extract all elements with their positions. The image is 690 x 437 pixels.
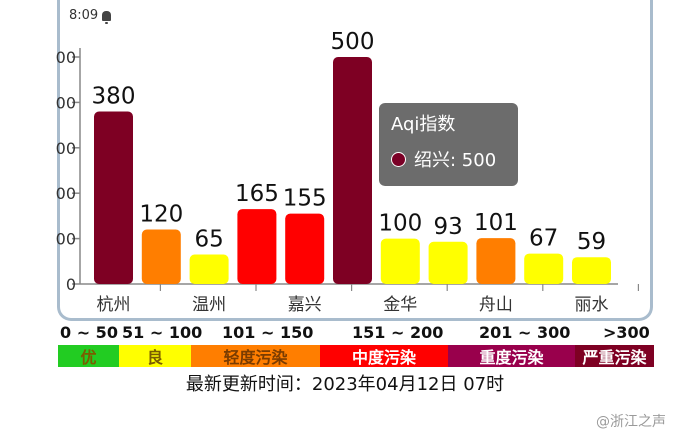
range-label: 201 ~ 300 xyxy=(479,323,571,342)
chart-tooltip: Aqi指数 绍兴: 500 xyxy=(379,103,518,186)
bar xyxy=(428,241,468,284)
y-tick-label: 00 xyxy=(56,48,76,67)
tooltip-value: 绍兴: 500 xyxy=(414,150,497,171)
bar xyxy=(237,209,277,284)
legend-level-severe: 严重污染 xyxy=(575,345,654,367)
bell-icon xyxy=(102,10,112,24)
data-label: 67 xyxy=(529,226,558,252)
range-label: 51 ~ 100 xyxy=(122,323,203,342)
y-tick-label: 0 xyxy=(66,275,76,294)
range-label: 151 ~ 200 xyxy=(352,323,444,342)
y-tick-label: 00 xyxy=(56,230,76,249)
y-tick-label: 00 xyxy=(56,93,76,112)
bar xyxy=(141,229,181,284)
data-label: 500 xyxy=(331,29,375,55)
aqi-level-legend: 优 良 轻度污染 中度污染 重度污染 严重污染 xyxy=(58,345,654,367)
x-tick-label: 嘉兴 xyxy=(288,295,322,315)
range-label: 0 ~ 50 xyxy=(60,323,118,342)
range-label: >300 xyxy=(603,323,650,342)
tooltip-series-dot xyxy=(391,151,406,167)
status-bar: 8:09 xyxy=(69,8,112,24)
data-label: 380 xyxy=(92,83,136,109)
data-label: 59 xyxy=(577,229,606,255)
data-label: 165 xyxy=(235,181,279,207)
bar xyxy=(380,238,420,284)
data-label: 155 xyxy=(283,186,327,212)
x-tick-label: 杭州 xyxy=(97,295,131,315)
bar xyxy=(285,213,325,284)
tooltip-title: Aqi指数 xyxy=(391,114,456,135)
range-label: 101 ~ 150 xyxy=(222,323,314,342)
status-time: 8:09 xyxy=(69,8,99,23)
data-label: 101 xyxy=(474,210,518,236)
x-tick-label: 温州 xyxy=(192,295,226,315)
bar xyxy=(524,253,564,284)
x-tick-label: 舟山 xyxy=(479,295,513,315)
bar xyxy=(476,238,516,284)
legend-level-moderate: 中度污染 xyxy=(320,345,448,367)
bar xyxy=(94,111,133,284)
watermark: @浙江之声 xyxy=(596,414,666,430)
bar xyxy=(189,254,229,284)
legend-level-good: 良 xyxy=(119,345,191,367)
legend-level-light: 轻度污染 xyxy=(191,345,320,367)
data-label: 65 xyxy=(194,226,223,252)
phone-frame xyxy=(57,0,653,321)
data-label: 100 xyxy=(378,211,422,237)
y-tick-label: 00 xyxy=(56,184,76,203)
legend-level-excellent: 优 xyxy=(58,345,119,367)
y-tick-label: 00 xyxy=(56,139,76,158)
x-tick-label: 金华 xyxy=(383,295,417,315)
data-label: 120 xyxy=(139,202,183,228)
bar xyxy=(572,257,611,284)
legend-level-heavy: 重度污染 xyxy=(448,345,575,367)
x-tick-label: 丽水 xyxy=(575,295,609,315)
data-label: 93 xyxy=(433,214,462,240)
update-time: 最新更新时间：2023年04月12日 07时 xyxy=(185,374,505,395)
bar xyxy=(333,57,372,284)
